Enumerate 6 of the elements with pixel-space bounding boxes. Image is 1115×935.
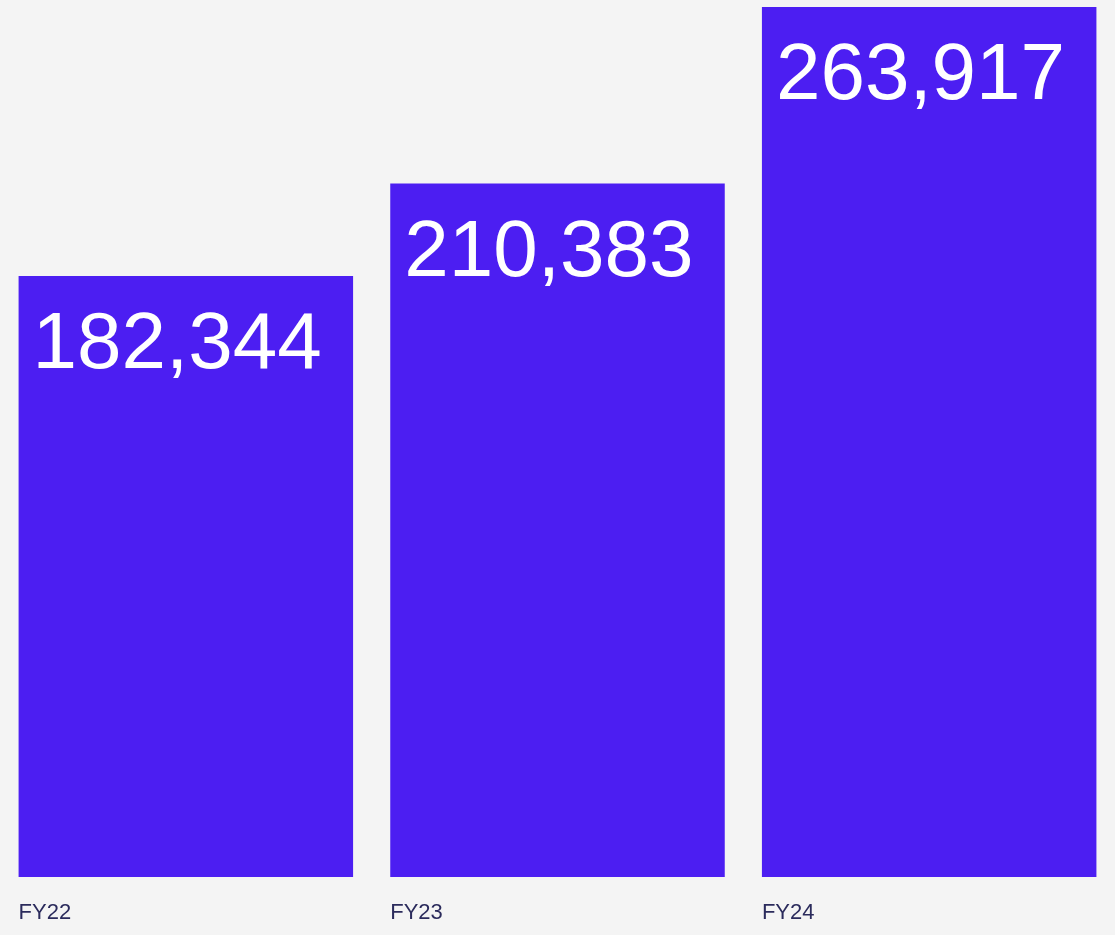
x-tick-label: FY23 xyxy=(390,899,443,925)
x-tick-label: FY24 xyxy=(761,899,815,925)
data-label: 263,917 xyxy=(775,27,1066,117)
x-tick-label: FY22 xyxy=(18,899,72,925)
data-label: 182,344 xyxy=(32,295,322,385)
data-label: 210,383 xyxy=(404,203,694,293)
